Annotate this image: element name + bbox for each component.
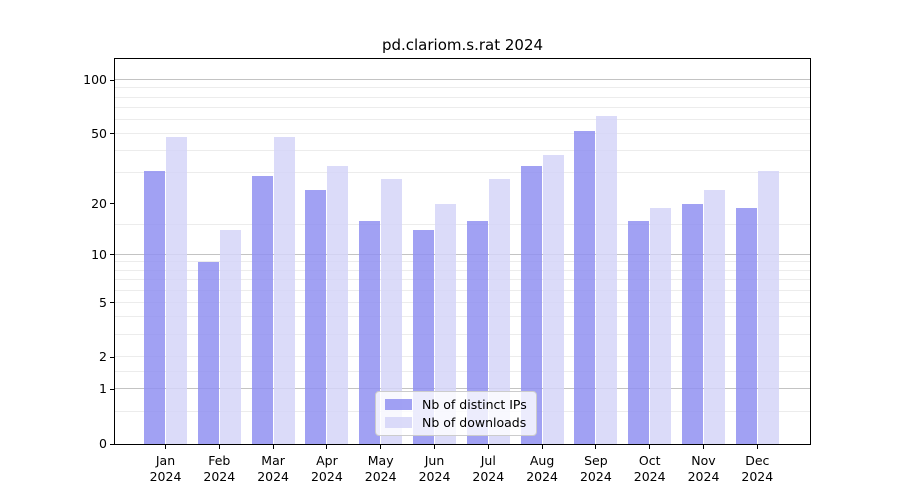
gridline-major <box>115 79 810 81</box>
plot-area: Nb of distinct IPs Nb of downloads <box>114 58 811 445</box>
gridline-minor <box>115 132 810 134</box>
y-axis-tick-label: 100 <box>83 72 107 88</box>
gridline-minor <box>115 96 810 98</box>
y-axis-tick <box>110 79 114 81</box>
gridline-minor <box>115 333 810 335</box>
bar-downloads-nov <box>704 190 725 444</box>
gridline-minor <box>115 87 810 89</box>
y-axis-tick-label: 10 <box>91 246 107 262</box>
bar-distinct-ips-jan <box>144 170 165 444</box>
legend-entry-downloads: Nb of downloads <box>385 415 527 430</box>
bar-distinct-ips-feb <box>197 262 219 444</box>
y-axis-tick-label: 2 <box>99 349 107 365</box>
gridline-major <box>115 388 810 390</box>
bar-downloads-mar <box>273 137 295 444</box>
gridline-minor <box>115 261 810 263</box>
legend-swatch-distinct-ips <box>385 399 412 410</box>
bar-downloads-jun <box>435 203 456 444</box>
gridline-minor <box>115 279 810 281</box>
x-axis-tick <box>272 445 274 449</box>
legend-label-downloads: Nb of downloads <box>422 415 527 430</box>
bar-distinct-ips-may <box>359 220 381 444</box>
bar-distinct-ips-jun <box>413 230 434 444</box>
x-axis-tick <box>165 445 166 449</box>
gridline-minor <box>115 301 810 303</box>
x-axis-tick-label: Jun 2024 <box>418 453 451 484</box>
y-axis-tick <box>110 254 114 256</box>
x-axis-tick-label: Dec 2024 <box>741 453 774 484</box>
y-axis-tick-label: 50 <box>91 125 107 141</box>
x-axis-tick <box>541 445 543 449</box>
gridline-major <box>115 253 810 255</box>
bar-distinct-ips-dec <box>735 207 757 444</box>
gridline-minor <box>115 150 810 152</box>
y-axis-tick <box>110 388 114 390</box>
x-axis-tick-label: Oct 2024 <box>633 453 666 484</box>
bar-distinct-ips-aug <box>520 165 542 444</box>
gridline-minor <box>115 224 810 226</box>
y-axis-tick-label: 5 <box>99 294 107 310</box>
bar-distinct-ips-oct <box>628 220 650 444</box>
chart-title: pd.clariom.s.rat 2024 <box>381 36 544 54</box>
bar-downloads-oct <box>650 207 672 444</box>
bar-downloads-dec <box>757 170 779 444</box>
bar-distinct-ips-apr <box>305 190 327 444</box>
x-axis-tick-label: Aug 2024 <box>526 453 558 484</box>
y-axis-tick <box>110 203 114 205</box>
x-axis-tick <box>756 445 758 449</box>
x-axis-tick <box>649 445 651 449</box>
x-axis-tick <box>595 445 597 449</box>
y-axis-tick-label: 0 <box>99 436 107 451</box>
legend-entry-distinct-ips: Nb of distinct IPs <box>385 397 527 412</box>
x-axis-tick <box>218 445 220 449</box>
bar-distinct-ips-sep <box>574 130 596 444</box>
y-axis-tick-label: 20 <box>91 195 107 211</box>
y-axis-tick <box>110 302 114 304</box>
bar-downloads-jul <box>488 178 510 444</box>
legend: Nb of distinct IPs Nb of downloads <box>375 391 537 436</box>
y-axis-tick-label: 1 <box>99 381 107 397</box>
bar-downloads-feb <box>219 230 241 444</box>
x-axis-tick <box>434 445 435 449</box>
gridline-minor <box>115 370 810 372</box>
gridline-minor <box>115 118 810 120</box>
gridline-minor <box>115 172 810 174</box>
bar-downloads-jan <box>166 137 187 444</box>
y-axis-tick <box>110 133 114 135</box>
bar-distinct-ips-nov <box>682 203 703 444</box>
bar-downloads-may <box>381 178 403 444</box>
bar-downloads-apr <box>327 165 349 444</box>
x-axis-tick-label: Nov 2024 <box>687 453 720 484</box>
gridline-minor <box>115 316 810 318</box>
gridline-minor <box>115 356 810 358</box>
bar-distinct-ips-mar <box>251 175 273 444</box>
x-axis-tick-label: Jul 2024 <box>472 453 505 484</box>
y-axis-tick <box>110 356 114 358</box>
legend-swatch-downloads <box>385 417 412 428</box>
gridline-minor <box>115 269 810 271</box>
x-axis-tick <box>380 445 382 449</box>
y-axis-tick <box>110 443 114 445</box>
x-axis-tick-label: Apr 2024 <box>310 453 343 484</box>
x-axis-tick-label: Sep 2024 <box>579 453 612 484</box>
x-axis-tick-label: May 2024 <box>364 453 397 484</box>
x-axis-tick-label: Feb 2024 <box>203 453 236 484</box>
bar-distinct-ips-jul <box>466 220 488 444</box>
bar-downloads-sep <box>596 116 618 444</box>
x-axis-tick-label: Mar 2024 <box>257 453 289 484</box>
x-axis-tick <box>487 445 489 449</box>
gridline-minor <box>115 106 810 108</box>
x-axis-tick-label: Jan 2024 <box>149 453 182 484</box>
gridline-minor <box>115 289 810 291</box>
bar-downloads-aug <box>542 155 564 444</box>
x-axis-tick <box>703 445 704 449</box>
x-axis-tick <box>326 445 328 449</box>
legend-label-distinct-ips: Nb of distinct IPs <box>422 397 527 412</box>
